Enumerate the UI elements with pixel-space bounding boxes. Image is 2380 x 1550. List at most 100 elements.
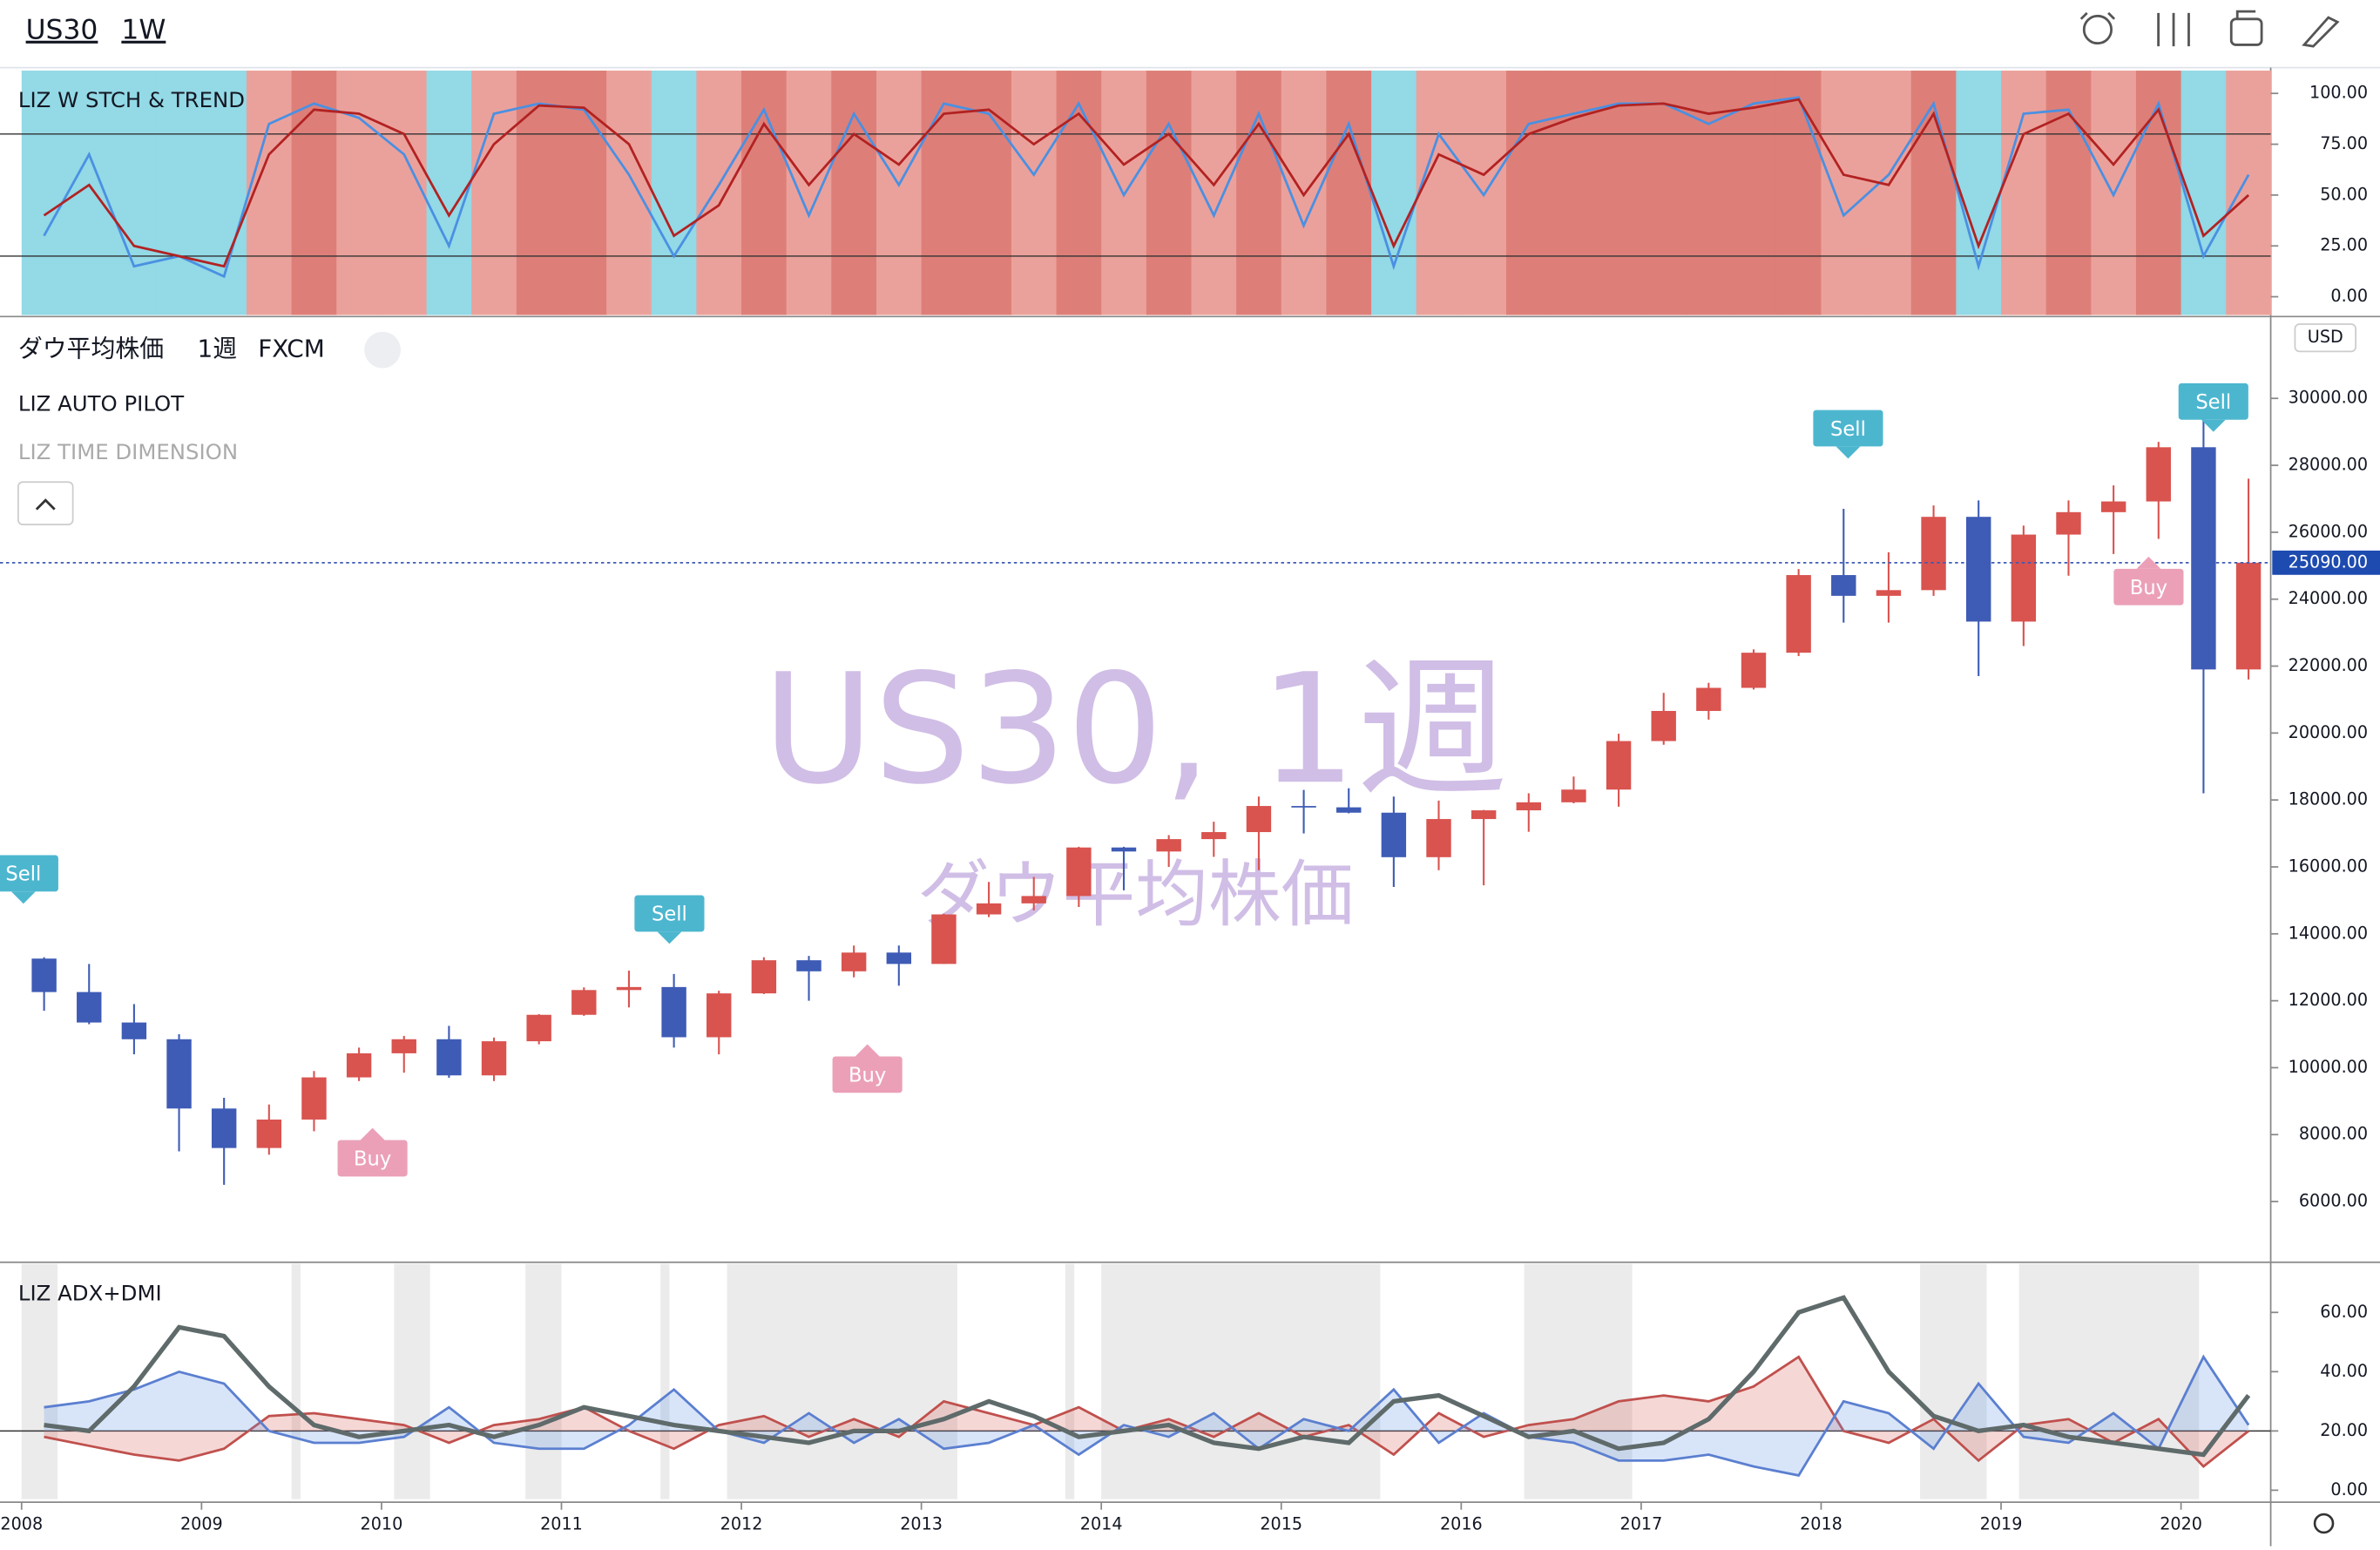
watermark: US30, 1週: [762, 641, 1508, 818]
zone: [1551, 71, 1598, 315]
candle-body: [436, 1039, 462, 1076]
candle-body: [1606, 741, 1632, 790]
signal-pointer: [2136, 556, 2161, 569]
zone: [112, 71, 158, 315]
settings-icon[interactable]: [2313, 1513, 2335, 1534]
unit-label: USD: [2308, 327, 2343, 347]
y-tick-label: 24000.00: [2289, 588, 2368, 608]
signal-box: [0, 855, 58, 892]
candle-body: [301, 1077, 327, 1120]
candle-body: [31, 958, 57, 992]
zone: [651, 71, 698, 315]
candle-body: [2011, 534, 2037, 622]
zone: [1326, 71, 1372, 315]
y-tick-label: 16000.00: [2289, 856, 2368, 876]
candle-body: [391, 1039, 416, 1053]
candle-body: [616, 986, 642, 991]
collapse-button[interactable]: [364, 331, 401, 369]
zone: [1416, 71, 1463, 315]
candle-body: [1831, 575, 1856, 596]
y-tick-label: 30000.00: [2289, 388, 2368, 408]
last-price-label: 25090.00: [2289, 552, 2368, 572]
zone: [291, 71, 338, 315]
candle-body: [976, 903, 1002, 915]
unit-box: [2294, 323, 2356, 353]
zone: [21, 71, 68, 315]
signal-box: [1813, 409, 1883, 447]
pane-title: LIZ W STCH & TREND: [18, 87, 245, 112]
candle-body: [1336, 807, 1362, 813]
candle-body: [1966, 517, 1991, 622]
candle-body: [931, 914, 957, 965]
candle-body: [2191, 447, 2216, 670]
candle-body: [1561, 789, 1586, 802]
candle-body: [886, 952, 912, 965]
x-tick-label: 2019: [1980, 1514, 2023, 1534]
zone: [1371, 71, 1417, 315]
series-line: [43, 96, 2250, 279]
y-tick-label: 60.00: [2320, 1302, 2368, 1322]
toggle-button[interactable]: [17, 481, 74, 525]
x-tick-label: 2018: [1800, 1514, 1842, 1534]
zone: [2001, 71, 2047, 315]
toolbar-icons[interactable]: [2079, 10, 2340, 48]
zone: [741, 71, 788, 315]
pane-title: LIZ ADX+DMI: [18, 1280, 162, 1305]
zone: [1596, 71, 1642, 315]
y-tick-label: 22000.00: [2289, 655, 2368, 675]
y-tick-label: 40.00: [2320, 1361, 2368, 1381]
x-tick-label: 2017: [1620, 1514, 1663, 1534]
zone: [2226, 71, 2272, 315]
candle-body: [1921, 517, 1946, 591]
candle-body: [1246, 806, 1272, 833]
zone: [1011, 71, 1058, 315]
y-tick-label: 100.00: [2309, 83, 2368, 103]
candle-body: [661, 986, 686, 1038]
symbol[interactable]: US30: [26, 15, 98, 46]
zone: [1505, 71, 1552, 315]
zone: [876, 71, 923, 315]
signal-label: Buy: [2130, 577, 2167, 599]
zone: [1146, 71, 1193, 315]
indicator-name: LIZ AUTO PILOT: [18, 390, 184, 416]
x-tick-label: 2020: [2160, 1514, 2202, 1534]
zone: [156, 71, 203, 315]
y-tick-label: 10000.00: [2289, 1057, 2368, 1077]
candle-body: [1066, 847, 1092, 897]
candle-body: [1786, 575, 1811, 653]
shaded-range: [1065, 1263, 1075, 1499]
chart-layer: LIZ W STCH & TREND 0.00 25.00 50.00 75.00 100…: [0, 71, 2380, 1534]
candle-body: [1471, 810, 1497, 820]
interval[interactable]: 1W: [121, 15, 166, 46]
y-tick-label: 8000.00: [2299, 1124, 2368, 1144]
signal-box: [2113, 568, 2184, 606]
candle-body: [2146, 447, 2171, 502]
y-tick-label: 0.00: [2330, 1479, 2368, 1499]
y-tick-label: 0.00: [2330, 286, 2368, 306]
signal-label: Sell: [5, 863, 41, 886]
candle-body: [751, 960, 777, 994]
x-tick-label: 2010: [361, 1514, 403, 1534]
series-line: [44, 1295, 2251, 1458]
signal-label: Buy: [354, 1148, 391, 1171]
candle-body: [346, 1053, 372, 1078]
signal-pointer: [855, 1044, 880, 1057]
signal-pointer: [1836, 446, 1861, 459]
candle-body: [1111, 847, 1137, 852]
main-source: FXCM: [258, 335, 325, 363]
signal-pointer: [360, 1127, 385, 1141]
di-area: [44, 1357, 2249, 1467]
zone: [1866, 71, 1912, 315]
signal-box: [832, 1056, 903, 1093]
candle-body: [2100, 501, 2126, 512]
shaded-range: [21, 1263, 58, 1499]
candle-body: [796, 960, 822, 971]
chevron-icon: [35, 498, 56, 511]
y-tick-label: 25.00: [2320, 235, 2368, 255]
candle-body: [256, 1119, 282, 1148]
y-tick-label: 28000.00: [2289, 455, 2368, 475]
x-tick-label: 2013: [900, 1514, 943, 1534]
y-tick-label: 26000.00: [2289, 521, 2368, 541]
zone: [381, 71, 428, 315]
last-price-tag: [2272, 550, 2380, 575]
